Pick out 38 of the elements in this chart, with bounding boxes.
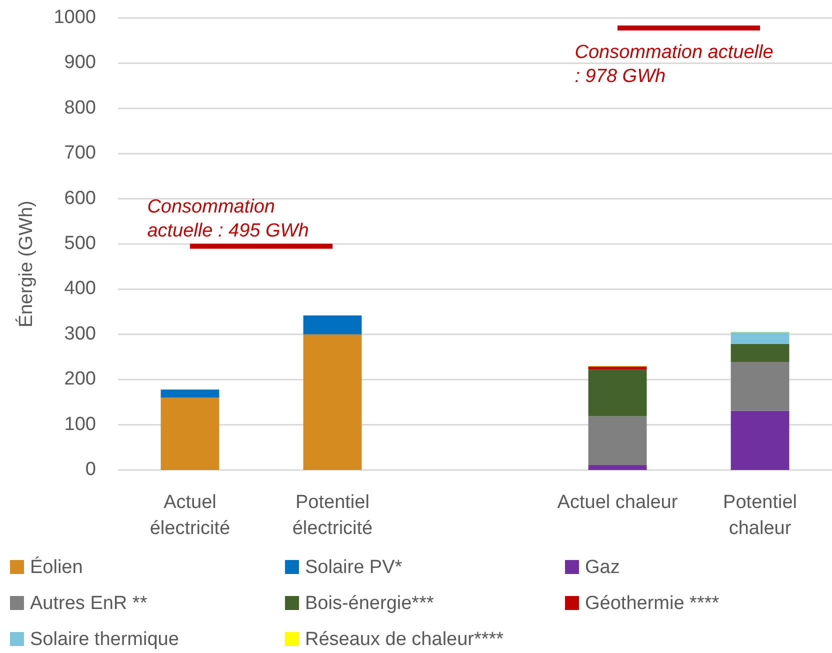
legend-label: Réseaux de chaleur**** bbox=[305, 629, 504, 650]
bar bbox=[588, 416, 647, 466]
y-tick-label: 700 bbox=[64, 142, 96, 164]
legend-label: Géothermie **** bbox=[585, 593, 720, 614]
legend-label: Bois-énergie*** bbox=[305, 593, 434, 614]
bar bbox=[160, 390, 220, 398]
legend-label: Autres EnR ** bbox=[30, 593, 148, 614]
y-tick-label: 400 bbox=[64, 278, 96, 300]
annotation: Consommation actuelle : 978 GWh bbox=[574, 42, 774, 87]
x-tick-label: Potentiel chaleur bbox=[723, 492, 798, 539]
y-tick-label: 200 bbox=[64, 368, 96, 390]
bar bbox=[730, 344, 790, 362]
legend-label: Gaz bbox=[585, 557, 620, 578]
legend-label: Solaire thermique bbox=[30, 629, 179, 650]
legend-label: Solaire PV* bbox=[305, 557, 403, 578]
legend-label: Éolien bbox=[30, 556, 83, 578]
y-tick-label: 0 bbox=[85, 459, 96, 480]
bar bbox=[303, 315, 362, 334]
bar bbox=[730, 332, 790, 344]
bar bbox=[588, 465, 647, 470]
y-tick-label: 1000 bbox=[54, 7, 96, 28]
x-tick-label: Actuel chaleur bbox=[557, 492, 678, 513]
y-tick-label: 100 bbox=[64, 414, 96, 435]
y-tick-label: 800 bbox=[64, 97, 96, 118]
y-tick-label: 900 bbox=[64, 52, 96, 74]
y-tick-label: 300 bbox=[64, 323, 96, 344]
y-tick-label: 600 bbox=[64, 188, 96, 209]
y-tick-label: 500 bbox=[64, 233, 96, 254]
bar bbox=[160, 398, 220, 470]
x-tick-label: Actuel électricité bbox=[150, 492, 230, 539]
bar bbox=[588, 370, 647, 416]
bar bbox=[303, 334, 362, 470]
x-tick-label: Potentiel électricité bbox=[292, 492, 373, 539]
annotation: Consommation actuelle : 495 GWh bbox=[147, 196, 309, 242]
y-axis-title: Énergie (GWh) bbox=[15, 200, 37, 328]
bar bbox=[730, 362, 790, 411]
bar bbox=[730, 410, 790, 470]
bar bbox=[588, 366, 647, 370]
